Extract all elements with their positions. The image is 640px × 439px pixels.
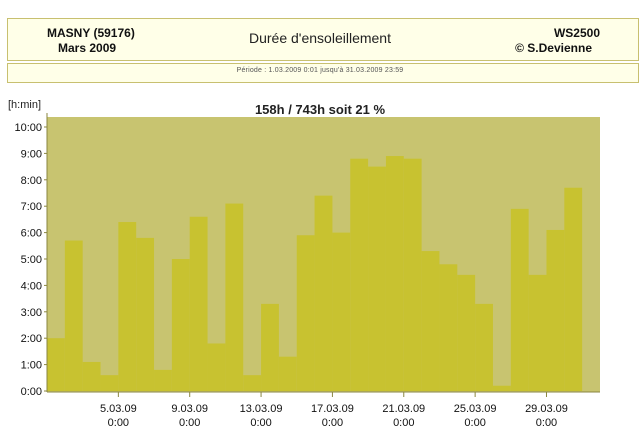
y-tick-label: 6:00 <box>21 228 42 240</box>
y-tick-label: 2:00 <box>21 333 42 345</box>
summary-text: 158h / 743h soit 21 % <box>254 102 386 117</box>
x-tick-time: 0:00 <box>536 417 557 429</box>
y-tick-label: 5:00 <box>21 254 42 266</box>
x-tick-date: 13.03.09 <box>240 403 283 415</box>
device-label: WS2500 <box>553 26 600 40</box>
x-tick-date: 5.03.09 <box>100 403 137 415</box>
chart-title: Durée d'ensoleillement <box>249 30 391 46</box>
bar-18.03.09 <box>350 158 369 391</box>
bar-17.03.09 <box>332 232 351 391</box>
x-tick-date: 17.03.09 <box>311 403 354 415</box>
month-label: Mars 2009 <box>58 41 117 55</box>
header-panel <box>7 18 639 61</box>
bar-1.03.09 <box>47 338 65 391</box>
y-tick-label: 8:00 <box>21 175 42 187</box>
bar-30.03.09 <box>564 187 583 391</box>
bar-23.03.09 <box>439 264 458 391</box>
y-tick-label: 1:00 <box>21 360 42 372</box>
bar-14.03.09 <box>278 356 297 391</box>
x-tick-time: 0:00 <box>250 417 271 429</box>
period-text: Période : 1.03.2009 0:01 jusqu'à 31.03.2… <box>236 67 404 74</box>
bar-11.03.09 <box>225 203 244 391</box>
bar-12.03.09 <box>243 375 262 391</box>
y-axis-unit: [h:min] <box>8 99 42 111</box>
y-tick-label: 0:00 <box>21 386 42 398</box>
bar-21.03.09 <box>403 158 422 391</box>
bar-5.03.09 <box>118 222 137 391</box>
bar-28.03.09 <box>528 274 547 391</box>
bar-7.03.09 <box>154 369 172 391</box>
y-tick-label: 7:00 <box>21 201 42 213</box>
y-tick-label: 3:00 <box>21 307 42 319</box>
bar-6.03.09 <box>136 237 155 391</box>
x-tick-date: 25.03.09 <box>454 403 497 415</box>
bar-15.03.09 <box>296 235 315 391</box>
station-name: MASNY (59176) <box>47 26 135 40</box>
x-tick-time: 0:00 <box>108 417 129 429</box>
bar-22.03.09 <box>421 251 440 391</box>
bar-4.03.09 <box>100 375 119 391</box>
bar-24.03.09 <box>457 274 476 391</box>
copyright-label: © S.Devienne <box>515 41 592 55</box>
x-tick-date: 21.03.09 <box>382 403 425 415</box>
bar-3.03.09 <box>82 361 101 391</box>
bar-9.03.09 <box>189 216 208 391</box>
bar-13.03.09 <box>261 303 279 391</box>
bar-26.03.09 <box>492 385 511 391</box>
bar-19.03.09 <box>368 166 386 391</box>
bar-27.03.09 <box>510 208 529 391</box>
x-tick-time: 0:00 <box>464 417 485 429</box>
bar-25.03.09 <box>475 303 493 391</box>
bar-8.03.09 <box>171 259 190 391</box>
bar-10.03.09 <box>207 343 226 391</box>
x-tick-time: 0:00 <box>322 417 343 429</box>
y-tick-label: 4:00 <box>21 280 42 292</box>
y-tick-label: 9:00 <box>21 148 42 160</box>
x-tick-time: 0:00 <box>393 417 414 429</box>
x-tick-time: 0:00 <box>179 417 200 429</box>
x-tick-date: 29.03.09 <box>525 403 568 415</box>
bar-2.03.09 <box>64 240 83 391</box>
bar-29.03.09 <box>546 229 565 391</box>
bar-20.03.09 <box>385 156 404 391</box>
period-panel <box>7 63 639 83</box>
y-tick-label: 10:00 <box>14 122 42 134</box>
bar-16.03.09 <box>314 195 333 391</box>
x-tick-date: 9.03.09 <box>171 403 208 415</box>
